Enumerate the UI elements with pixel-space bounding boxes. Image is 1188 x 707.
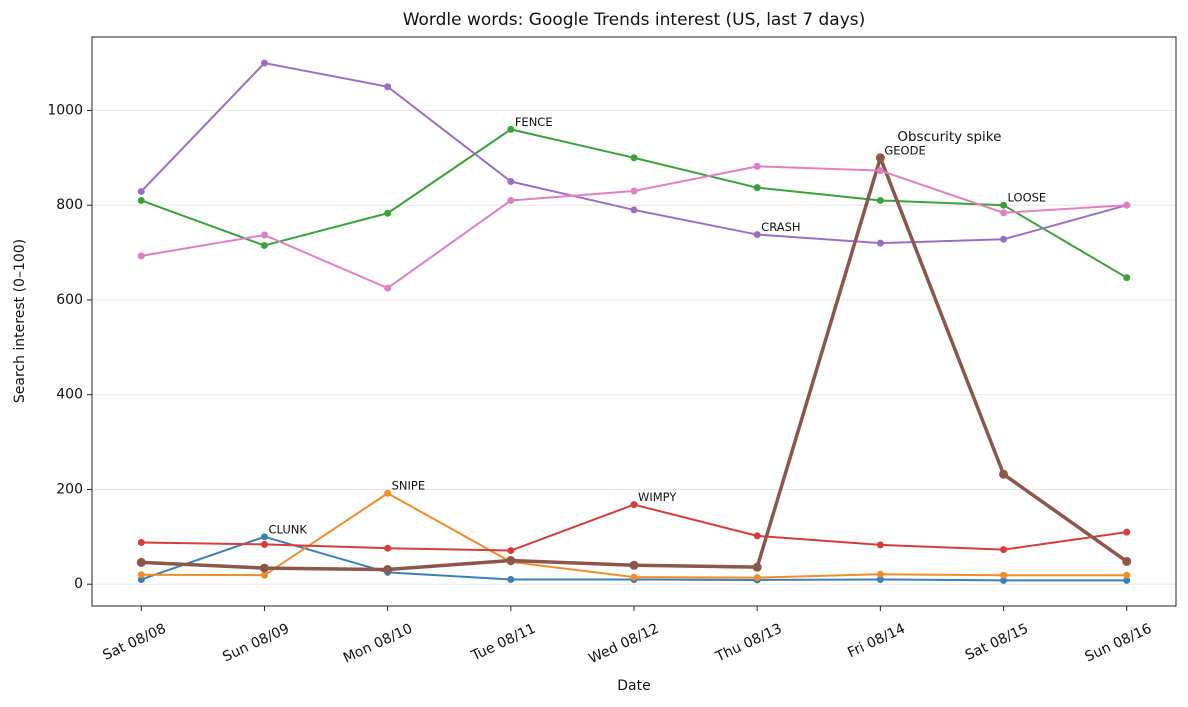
x-axis-label: Date xyxy=(617,678,650,694)
x-tick-label: Sat 08/15 xyxy=(963,621,1031,664)
series-point xyxy=(1122,556,1132,566)
series-point xyxy=(384,544,392,552)
series-point xyxy=(137,571,145,579)
annotation: CRASH xyxy=(761,220,800,234)
series-point xyxy=(999,469,1009,479)
series-line xyxy=(141,165,1127,290)
series-point xyxy=(137,252,145,260)
series-point xyxy=(753,574,761,582)
series-point xyxy=(1000,235,1008,243)
series-point xyxy=(1000,576,1008,584)
series-point xyxy=(384,284,392,292)
annotation: WIMPY xyxy=(638,490,677,504)
annotation: LOOSE xyxy=(1008,191,1047,205)
x-tick-label: Sun 08/09 xyxy=(220,621,292,666)
series-point xyxy=(876,541,884,549)
series-point xyxy=(630,154,638,162)
series-point xyxy=(630,501,638,509)
x-tick-label: Thu 08/13 xyxy=(712,621,784,666)
series-point xyxy=(753,231,761,239)
callout: Obscurity spike xyxy=(897,129,1001,145)
series-point xyxy=(876,570,884,578)
series-point xyxy=(506,556,516,566)
y-tick-label: 800 xyxy=(56,197,83,213)
series-point xyxy=(630,187,638,195)
chart-title: Wordle words: Google Trends interest (US… xyxy=(403,10,866,30)
series-point xyxy=(507,575,515,583)
series-point xyxy=(875,153,885,163)
series-point xyxy=(507,178,515,186)
annotation: FENCE xyxy=(515,115,553,129)
annotation: SNIPE xyxy=(392,479,426,493)
series-point xyxy=(630,206,638,214)
x-tick-label: Fri 08/14 xyxy=(845,621,908,662)
x-tick-label: Wed 08/12 xyxy=(586,621,661,667)
series-point xyxy=(137,196,145,204)
annotation: GEODE xyxy=(884,143,925,157)
series-point xyxy=(260,231,268,239)
y-tick-label: 0 xyxy=(74,576,83,592)
series-point xyxy=(260,59,268,67)
series-point xyxy=(384,209,392,217)
x-tick-label: Tue 08/11 xyxy=(468,621,538,665)
series-point xyxy=(1000,546,1008,554)
series-point xyxy=(383,565,393,575)
series-point xyxy=(507,547,515,555)
series-point xyxy=(260,533,268,541)
series-point xyxy=(136,557,146,567)
series-point xyxy=(507,125,515,133)
series-point xyxy=(876,167,884,175)
series-point xyxy=(630,573,638,581)
x-tick-label: Sat 08/08 xyxy=(100,621,168,664)
series-point xyxy=(1123,571,1131,579)
series-point xyxy=(260,540,268,548)
series-point xyxy=(384,489,392,497)
series-point xyxy=(137,187,145,195)
series-point xyxy=(1000,209,1008,217)
series-point xyxy=(1123,528,1131,536)
series-point xyxy=(384,83,392,91)
y-tick-label: 1000 xyxy=(47,102,83,118)
series-point xyxy=(876,575,884,583)
y-tick-label: 600 xyxy=(56,292,83,308)
series-point xyxy=(629,560,639,570)
series-point xyxy=(260,571,268,579)
series-point xyxy=(753,532,761,540)
series-point xyxy=(1123,576,1131,584)
y-tick-label: 200 xyxy=(56,481,83,497)
series-point xyxy=(752,562,762,572)
series-point xyxy=(1123,274,1131,282)
series-point xyxy=(259,563,269,573)
x-tick-label: Mon 08/10 xyxy=(341,621,415,667)
y-tick-label: 400 xyxy=(56,387,83,403)
series-line xyxy=(140,62,1127,245)
series-point xyxy=(260,241,268,249)
x-tick-label: Sun 08/16 xyxy=(1083,621,1155,666)
annotation: CLUNK xyxy=(268,522,307,536)
y-axis-label: Search interest (0–100) xyxy=(12,239,28,403)
series-point xyxy=(753,162,761,170)
series-point xyxy=(507,196,515,204)
series-point xyxy=(137,539,145,547)
series-point xyxy=(1000,571,1008,579)
plot-frame xyxy=(91,36,1177,607)
series-point xyxy=(876,196,884,204)
series-point xyxy=(876,239,884,247)
series-point xyxy=(1123,201,1131,209)
series-point xyxy=(753,184,761,192)
series-point xyxy=(1000,201,1008,209)
